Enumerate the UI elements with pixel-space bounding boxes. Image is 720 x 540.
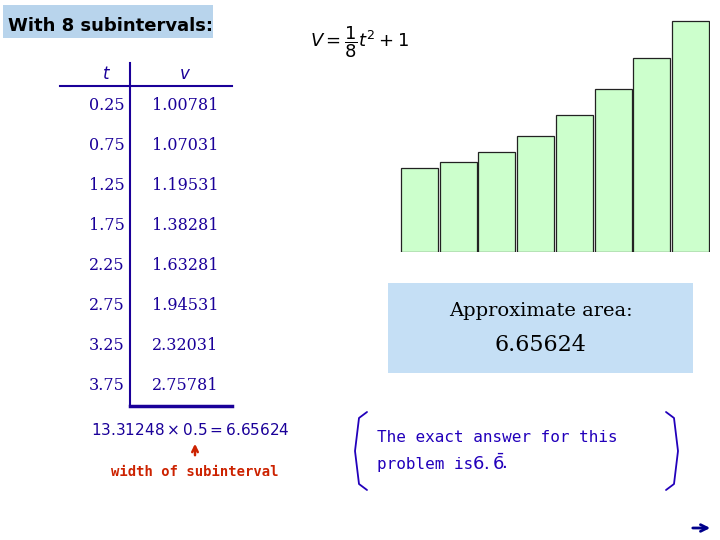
Bar [440, 163, 477, 252]
Text: 1.25: 1.25 [89, 178, 125, 194]
Bar [479, 152, 516, 252]
Text: With 8 subintervals:: With 8 subintervals: [8, 17, 213, 35]
Text: $t$: $t$ [102, 65, 112, 83]
Bar [401, 167, 438, 252]
Bar [672, 21, 709, 252]
Text: problem is: problem is [377, 456, 483, 471]
Text: 1.19531: 1.19531 [152, 178, 218, 194]
Text: $6.\bar{6}$: $6.\bar{6}$ [472, 454, 505, 474]
Text: 6.65624: 6.65624 [495, 334, 586, 356]
Text: 2.32031: 2.32031 [152, 338, 218, 354]
Text: $V = \dfrac{1}{8}t^2 + 1$: $V = \dfrac{1}{8}t^2 + 1$ [310, 24, 409, 60]
Text: 2.25: 2.25 [89, 258, 125, 274]
Text: 1.00781: 1.00781 [152, 98, 218, 114]
Text: .: . [499, 456, 508, 471]
Bar [634, 58, 670, 252]
Text: 0.75: 0.75 [89, 138, 125, 154]
Text: 1.94531: 1.94531 [152, 298, 218, 314]
Text: 2.75781: 2.75781 [152, 377, 218, 395]
Text: 1.07031: 1.07031 [152, 138, 218, 154]
Text: $13.31248 \times 0.5 = 6.65624$: $13.31248 \times 0.5 = 6.65624$ [91, 422, 289, 438]
Text: 0.25: 0.25 [89, 98, 125, 114]
Bar [556, 116, 593, 252]
Text: $v$: $v$ [179, 65, 191, 83]
Text: The exact answer for this: The exact answer for this [377, 430, 618, 445]
Bar [595, 89, 631, 252]
Bar [388, 283, 693, 373]
Text: 3.25: 3.25 [89, 338, 125, 354]
Bar [517, 136, 554, 252]
Text: 1.38281: 1.38281 [152, 218, 218, 234]
Text: width of subinterval: width of subinterval [112, 465, 279, 479]
Text: 1.63281: 1.63281 [152, 258, 218, 274]
Text: Approximate area:: Approximate area: [449, 302, 632, 320]
Text: 3.75: 3.75 [89, 377, 125, 395]
Text: 2.75: 2.75 [89, 298, 125, 314]
Bar [3, 5, 213, 38]
Text: 1.75: 1.75 [89, 218, 125, 234]
